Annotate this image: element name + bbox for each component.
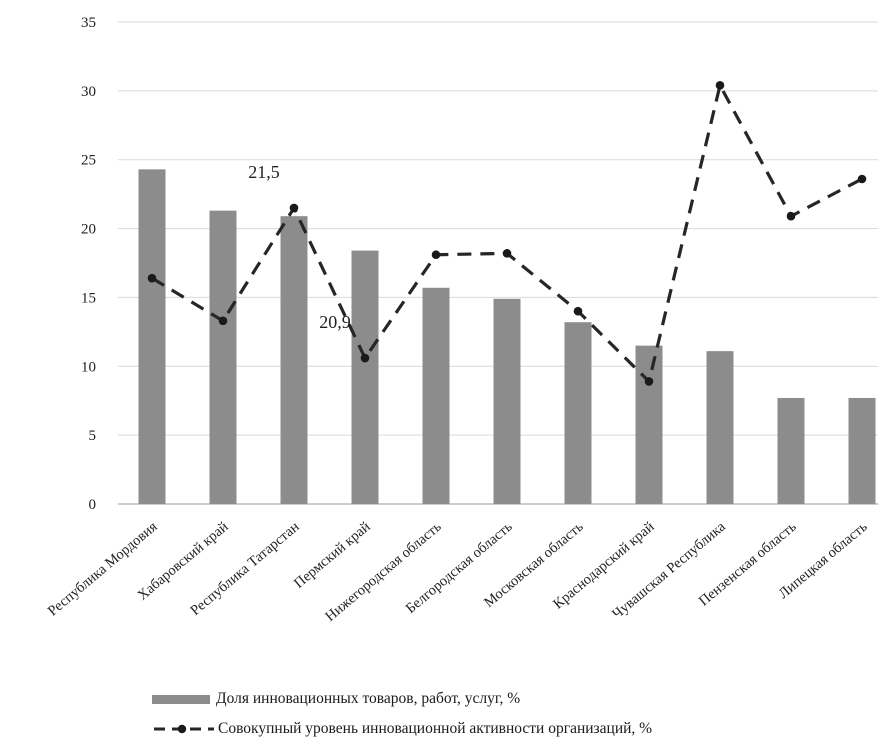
line-point bbox=[147, 273, 157, 283]
y-tick-label: 15 bbox=[81, 290, 96, 306]
y-tick-label: 30 bbox=[81, 84, 96, 100]
y-tick-label: 25 bbox=[81, 153, 96, 169]
line-point bbox=[644, 377, 654, 386]
y-tick-label: 10 bbox=[81, 359, 96, 375]
legend-item-line: Совокупный уровень инновационной активно… bbox=[152, 714, 872, 744]
line-point bbox=[360, 353, 370, 363]
line-point bbox=[289, 203, 299, 213]
bar bbox=[777, 397, 805, 504]
y-axis-ticks: 0 5 10 15 20 25 30 35 bbox=[81, 15, 96, 513]
y-tick-label: 20 bbox=[81, 222, 96, 238]
bar bbox=[706, 351, 734, 504]
bar bbox=[493, 298, 521, 504]
line-point bbox=[431, 250, 441, 260]
bar bbox=[564, 322, 592, 504]
x-tick-label: Нижегородская область bbox=[322, 519, 445, 625]
bar bbox=[422, 287, 450, 504]
annotations: 21,5 20,9 bbox=[248, 162, 351, 332]
bar bbox=[209, 210, 237, 504]
line-point bbox=[573, 306, 583, 316]
y-tick-label: 0 bbox=[89, 497, 97, 513]
x-tick-label: Республика Мордовия bbox=[45, 519, 161, 620]
legend-label-line: Совокупный уровень инновационной активно… bbox=[218, 720, 653, 737]
chart: 0 5 10 15 20 25 30 35 21,5 20,9 Республика Мордо… bbox=[45, 15, 878, 625]
bar bbox=[635, 345, 663, 504]
legend: Доля инновационных товаров, работ, услуг… bbox=[152, 684, 872, 744]
line-point bbox=[218, 316, 228, 326]
bar-series bbox=[138, 169, 876, 505]
bar bbox=[848, 397, 876, 504]
annotation-label: 20,9 bbox=[319, 312, 351, 332]
line-point bbox=[857, 174, 867, 184]
line-point bbox=[786, 211, 796, 221]
legend-bar-swatch bbox=[152, 694, 210, 704]
bar bbox=[280, 216, 308, 505]
bar bbox=[351, 250, 379, 504]
legend-line-swatch bbox=[154, 724, 214, 734]
legend-item-bars: Доля инновационных товаров, работ, услуг… bbox=[152, 684, 872, 714]
line-point bbox=[715, 81, 725, 90]
line-point bbox=[502, 249, 512, 258]
x-tick-label: Чувашская Республика bbox=[609, 518, 729, 622]
line-series bbox=[147, 81, 867, 386]
y-tick-label: 5 bbox=[89, 428, 97, 444]
y-tick-label: 35 bbox=[81, 15, 96, 31]
bar bbox=[138, 169, 166, 504]
legend-label-bars: Доля инновационных товаров, работ, услуг… bbox=[216, 690, 521, 707]
annotation-label: 21,5 bbox=[248, 162, 280, 182]
